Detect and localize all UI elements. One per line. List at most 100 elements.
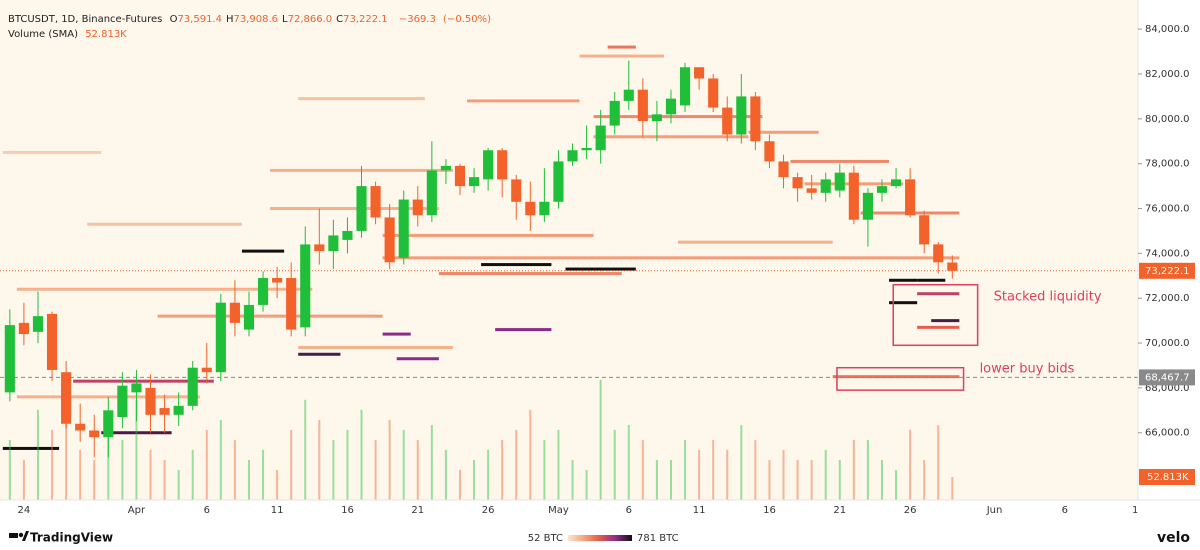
volume-bar (290, 429, 293, 500)
volume-bar (684, 439, 687, 500)
volume-bar (149, 449, 152, 500)
candle-body (834, 172, 845, 191)
ohlc: O73,591.4 H73,908.6 L72,866.0 C73,222.1 (170, 14, 392, 25)
volume-bar (332, 439, 335, 500)
candle-body (525, 201, 536, 216)
candle-body (736, 96, 747, 135)
x-tick-label: 1 (1132, 505, 1138, 516)
logo-mark (18, 532, 24, 538)
candle-body (511, 179, 522, 202)
heatmap-max-label: 781 BTC (637, 533, 679, 544)
annotation-text: lower buy bids (980, 361, 1075, 376)
liquidity-level (270, 207, 439, 211)
volume-bar (543, 439, 546, 500)
volume-bar (191, 449, 194, 500)
candle-body (384, 217, 395, 263)
volume-bar (768, 459, 771, 500)
liquidity-level (889, 301, 918, 305)
x-tick-label: 21 (833, 505, 846, 516)
volume-bar (65, 399, 68, 500)
volume-bar (304, 399, 307, 500)
candle-body (679, 67, 691, 106)
y-tick-label: 68,000.0 (1145, 383, 1190, 394)
candle-body (46, 313, 58, 370)
liquidity-level (157, 314, 383, 318)
legend-header: BTCUSDT, 1D, Binance-Futures O73,591.4 H7… (8, 12, 495, 42)
candle-body (905, 179, 916, 216)
x-tick-label: 21 (411, 505, 424, 516)
candle-body (356, 186, 367, 231)
volume-bar (219, 419, 222, 500)
candle-body (328, 235, 339, 252)
price-tag (1139, 262, 1195, 279)
liquidity-level (832, 375, 960, 379)
price-tag-label: 73,222.1 (1145, 266, 1190, 277)
candle-body (75, 423, 86, 431)
liquidity-level (495, 328, 552, 332)
heatmap-min-label: 52 BTC (528, 533, 563, 544)
volume-bar (655, 459, 658, 500)
annotation-text: Stacked liquidity (994, 289, 1102, 304)
candle-body (595, 125, 606, 151)
liquidity-level (2, 446, 60, 450)
liquidity-level (481, 263, 552, 267)
candle-body (637, 89, 648, 122)
candle-body (623, 89, 634, 101)
heatmap-scale (568, 535, 632, 541)
volume-bar (501, 439, 504, 500)
candle-body (257, 278, 269, 305)
y-tick-label: 74,000.0 (1145, 248, 1190, 259)
ohlc-key: H (225, 14, 234, 25)
volume-bar (93, 459, 96, 500)
volume-bar (473, 459, 476, 500)
volume-bar (22, 459, 25, 500)
candle-body (651, 114, 662, 122)
price-axis-bg (1138, 0, 1200, 500)
candle-body (581, 147, 592, 151)
x-tick-label: 6 (626, 505, 632, 516)
volume-bar (8, 439, 11, 500)
liquidity-level (382, 332, 411, 336)
volume-bar (866, 439, 869, 500)
volume-bar (276, 469, 279, 500)
candle-body (32, 316, 44, 332)
brand: TradingView (30, 531, 113, 545)
liquidity-level (579, 54, 664, 58)
candle-body (272, 278, 283, 283)
volume-bar (430, 425, 433, 500)
candle-body (18, 322, 29, 335)
volume-bar (163, 459, 166, 500)
liquidity-level (382, 256, 960, 260)
tradingview-logo (9, 531, 29, 541)
volume-bar (318, 419, 321, 500)
candle-body (848, 172, 859, 220)
logo-mark (9, 533, 18, 538)
x-tick-label: 26 (904, 505, 917, 516)
ohlc-value: 73,222.1 (343, 14, 388, 25)
volume-bar (923, 459, 926, 500)
liquidity-level (2, 150, 102, 154)
candle-body (454, 165, 466, 187)
volume-bar (177, 469, 180, 500)
volume-bar (669, 459, 672, 500)
liquidity-level (241, 249, 285, 253)
symbol-row: BTCUSDT, 1D, Binance-Futures O73,591.4 H7… (8, 12, 495, 27)
x-tick-label: 24 (18, 505, 31, 516)
liquidity-level (790, 159, 890, 163)
volume-bar (529, 409, 532, 500)
x-tick-label: Jun (986, 505, 1003, 516)
liquidity-level (917, 278, 946, 282)
candle-body (426, 170, 437, 216)
x-tick-label: 6 (204, 505, 210, 516)
volume-bar (262, 449, 265, 500)
volume-bar (79, 449, 82, 500)
candle-body (370, 186, 381, 218)
candle-body (750, 96, 761, 142)
liquidity-level (438, 272, 622, 276)
liquidity-level (298, 352, 341, 356)
volume-title: Volume (SMA) (8, 29, 78, 40)
volume-bar (585, 469, 588, 500)
x-tick-label: 16 (341, 505, 354, 516)
